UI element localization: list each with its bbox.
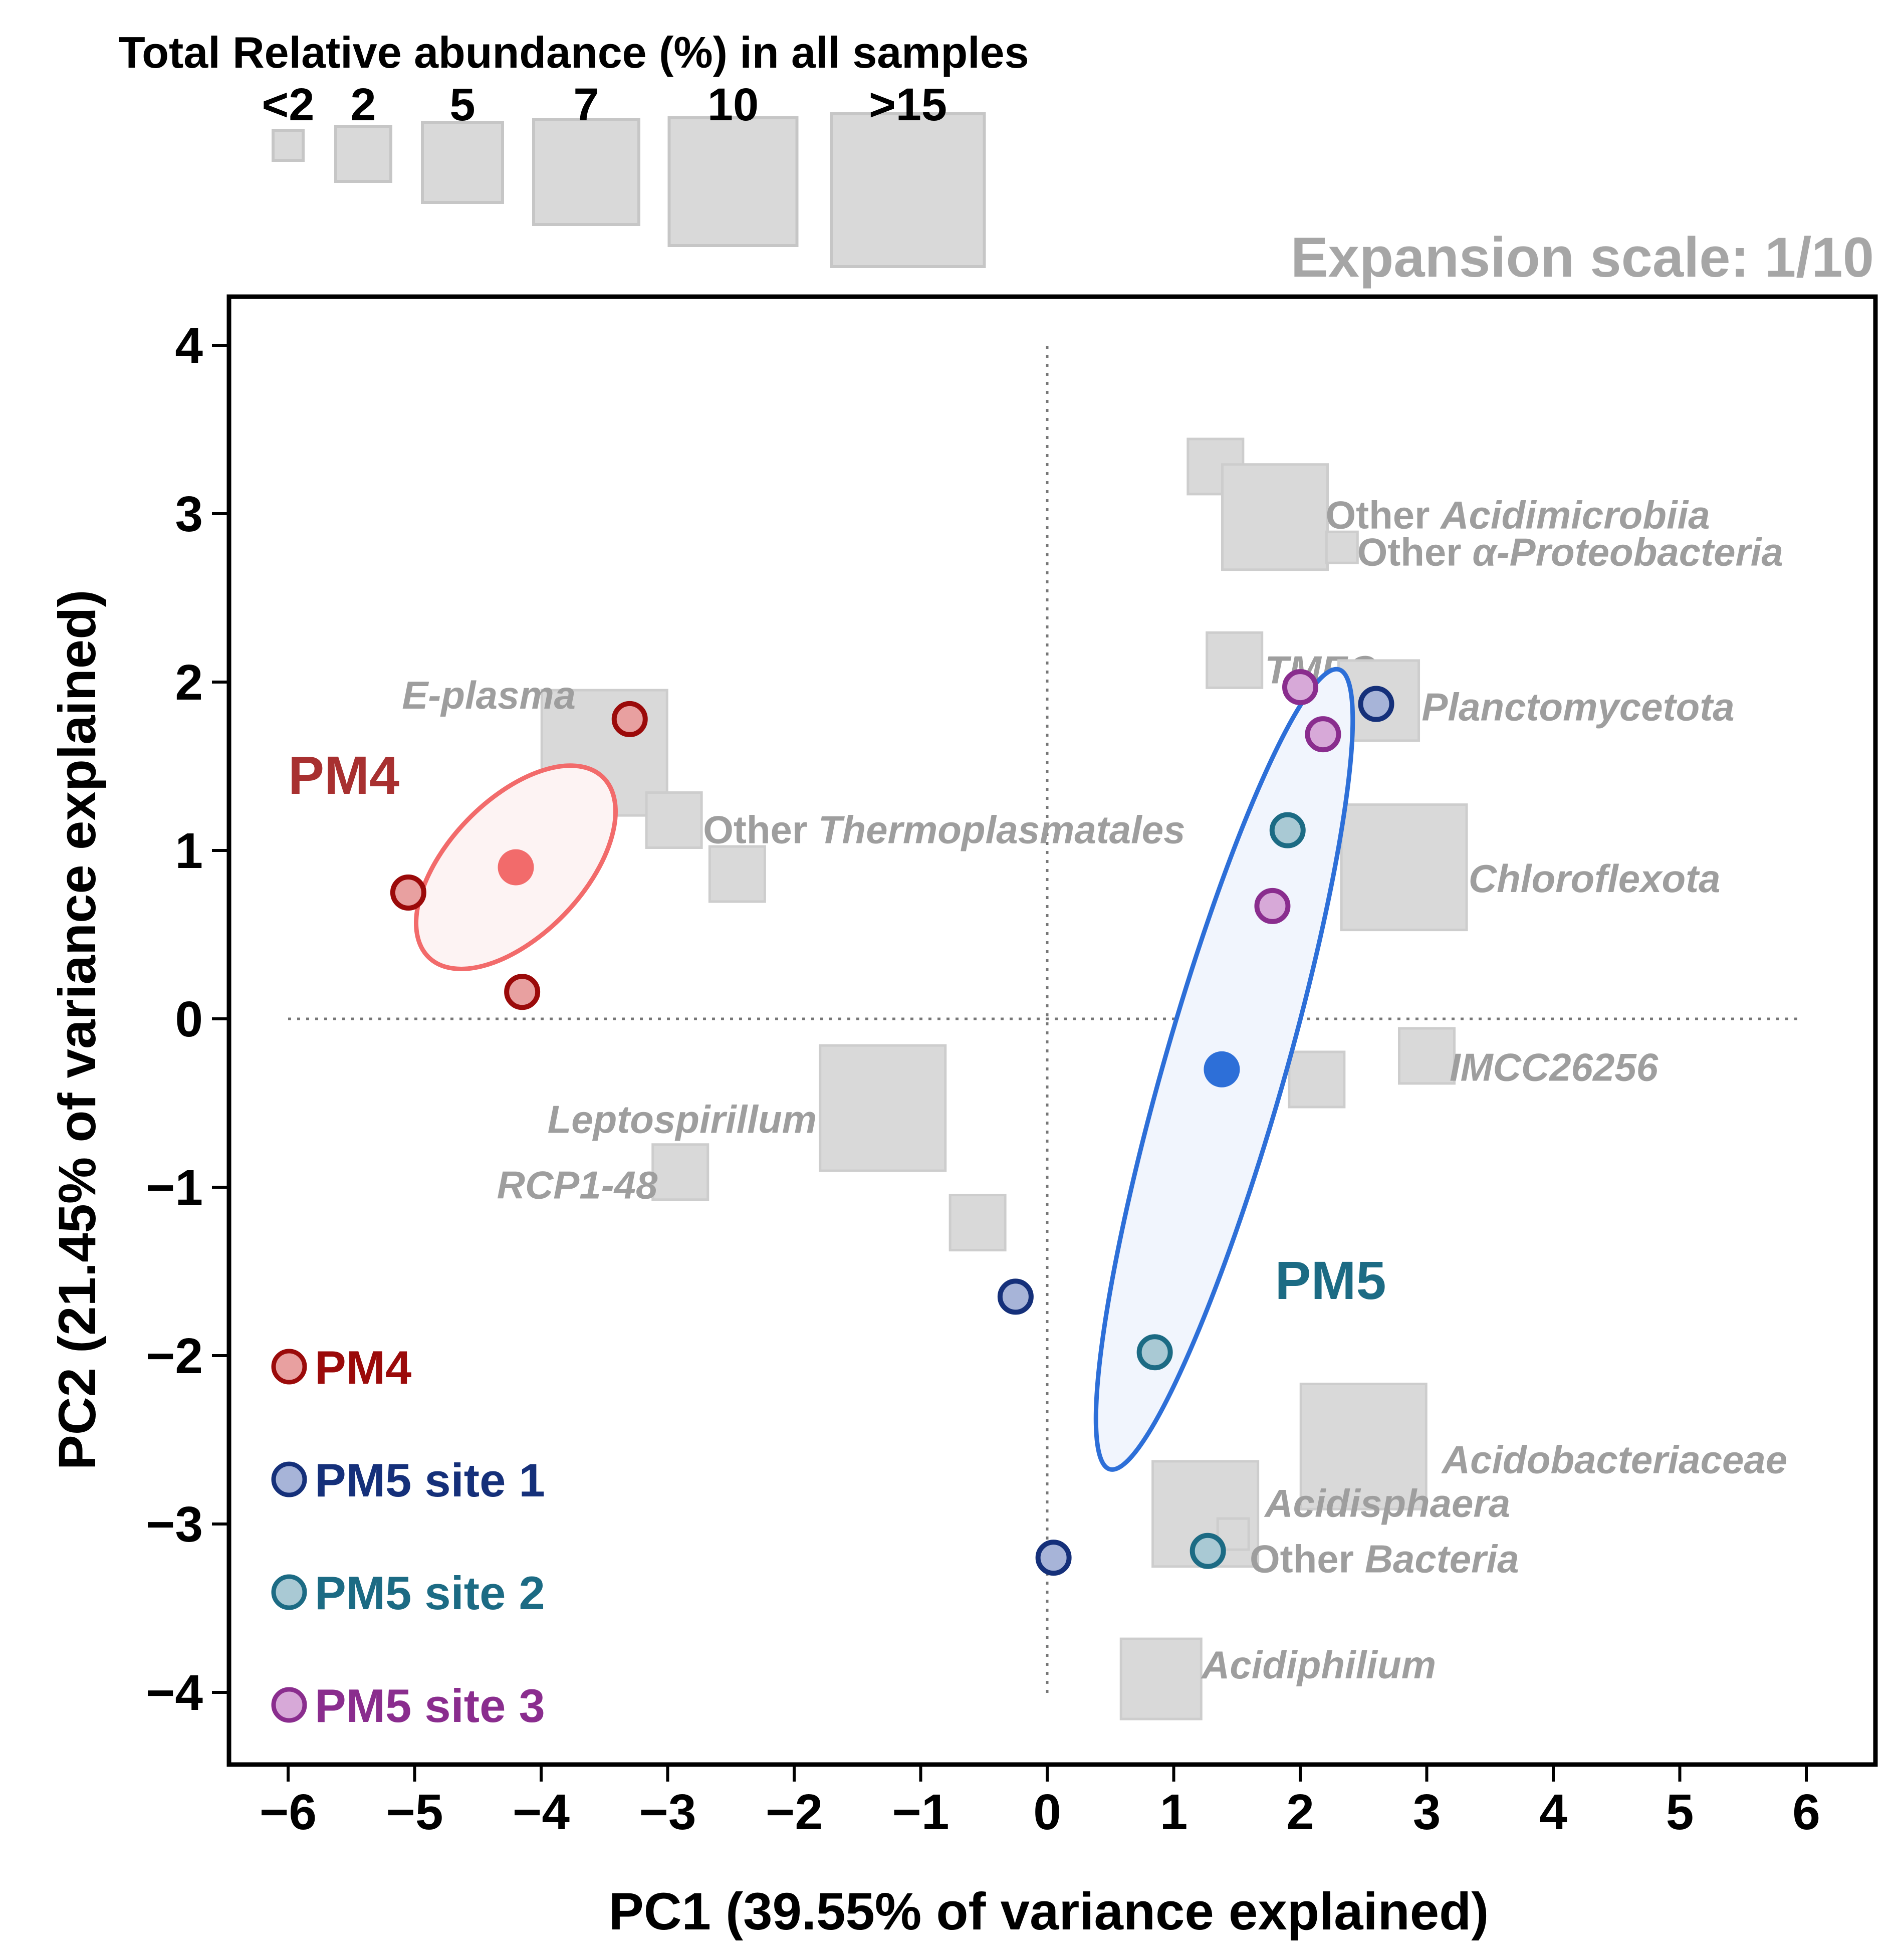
y-axis-label: PC2 (21.45% of variance explained) bbox=[48, 590, 107, 1470]
taxon-label: IMCC26256 bbox=[1450, 1045, 1658, 1089]
sample-point bbox=[1190, 1533, 1226, 1569]
taxon-label: Other Bacteria bbox=[1250, 1537, 1519, 1581]
y-tick-label: −3 bbox=[146, 1496, 203, 1553]
taxon-label: Leptospirillum bbox=[548, 1098, 817, 1142]
x-tick-label: 1 bbox=[1160, 1784, 1188, 1840]
taxon-box bbox=[819, 1044, 947, 1172]
taxon-label: Planctomycetota bbox=[1421, 685, 1734, 729]
x-tick-label: −2 bbox=[766, 1784, 823, 1840]
confidence-ellipses: PM4 PM5 bbox=[288, 667, 1386, 1472]
x-tick-label: 3 bbox=[1413, 1784, 1441, 1840]
x-tick-label: −3 bbox=[639, 1784, 696, 1840]
pm5-group-label: PM5 bbox=[1275, 1250, 1386, 1311]
taxa-boxes: E-plasma Other Thermoplasmatales Leptospir… bbox=[402, 438, 1787, 1720]
y-tick-label: 0 bbox=[175, 991, 203, 1047]
taxon-label: Acidiphilium bbox=[1201, 1643, 1436, 1687]
legend-marker bbox=[271, 1349, 307, 1385]
sample-point bbox=[1282, 669, 1318, 706]
size-legend-label: >15 bbox=[869, 79, 947, 130]
x-tick-label: −4 bbox=[513, 1784, 570, 1840]
legend-label: PM4 bbox=[315, 1341, 411, 1394]
taxon-box bbox=[1325, 530, 1359, 564]
taxon-label: Other Thermoplasmatales bbox=[703, 808, 1185, 852]
taxon-box bbox=[645, 791, 703, 849]
x-tick-label: 2 bbox=[1286, 1784, 1314, 1840]
taxon-label: Chloroflexota bbox=[1469, 856, 1721, 901]
legend-label: PM5 site 1 bbox=[315, 1454, 545, 1506]
size-legend-label: 10 bbox=[707, 79, 759, 130]
taxon-box bbox=[1221, 463, 1329, 571]
size-legend-box bbox=[532, 118, 640, 226]
size-legend-label: <2 bbox=[262, 79, 315, 130]
sample-point bbox=[1269, 812, 1306, 848]
x-tick-label: 4 bbox=[1539, 1784, 1567, 1840]
taxon-box bbox=[1340, 803, 1468, 932]
taxon-box bbox=[1398, 1027, 1456, 1085]
y-tick-label: 3 bbox=[175, 486, 203, 542]
sample-point bbox=[1136, 1334, 1173, 1371]
legend-label: PM5 site 3 bbox=[315, 1679, 545, 1732]
reference-lines bbox=[288, 346, 1799, 1699]
size-legend: Total Relative abundance (%) in all samp… bbox=[118, 28, 1029, 268]
legend-marker bbox=[271, 1687, 307, 1723]
taxon-box bbox=[1119, 1637, 1203, 1720]
taxon-label: Other α-Proteobacteria bbox=[1357, 530, 1783, 574]
pm4-group-label: PM4 bbox=[288, 745, 399, 805]
taxon-label: Acidobacteriaceae bbox=[1441, 1437, 1787, 1481]
taxon-box bbox=[1206, 631, 1264, 689]
sample-point bbox=[1254, 888, 1291, 924]
y-tick-label: −1 bbox=[146, 1160, 203, 1216]
plot-frame bbox=[226, 294, 1878, 1767]
sample-point bbox=[1305, 716, 1341, 753]
sample-point bbox=[390, 875, 426, 911]
size-legend-label: 7 bbox=[573, 79, 599, 130]
y-tick-label: 2 bbox=[175, 655, 203, 711]
legend-marker bbox=[271, 1461, 307, 1497]
sample-point bbox=[997, 1278, 1034, 1315]
taxon-box bbox=[1288, 1050, 1346, 1109]
size-legend-box bbox=[272, 129, 305, 162]
sample-point bbox=[1358, 686, 1394, 722]
size-legend-label: 2 bbox=[350, 79, 376, 130]
x-tick-label: 0 bbox=[1033, 1784, 1061, 1840]
expansion-scale-label: Expansion scale: 1/10 bbox=[1291, 226, 1874, 289]
size-legend-box bbox=[830, 112, 986, 268]
size-legend-title: Total Relative abundance (%) in all samp… bbox=[118, 28, 1029, 77]
series-legend: PM4 PM5 site 1 PM5 site 2 PM5 site 3 bbox=[271, 1341, 545, 1732]
taxon-box bbox=[1299, 1382, 1428, 1510]
taxon-label: RCP1-48 bbox=[497, 1163, 658, 1207]
x-tick-label: 5 bbox=[1666, 1784, 1694, 1840]
size-legend-box bbox=[421, 121, 504, 204]
pm4-centroid bbox=[498, 849, 534, 886]
taxon-label: E-plasma bbox=[402, 673, 576, 717]
taxon-box bbox=[651, 1143, 709, 1201]
legend-marker bbox=[271, 1574, 307, 1610]
taxon-box bbox=[948, 1194, 1007, 1252]
taxon-box bbox=[708, 845, 766, 903]
y-tick-label: −2 bbox=[146, 1328, 203, 1384]
taxon-label: Other Acidimicrobiia bbox=[1326, 493, 1710, 537]
x-tick-label: 6 bbox=[1792, 1784, 1820, 1840]
size-legend-label: 5 bbox=[449, 79, 475, 130]
sample-point bbox=[504, 974, 541, 1010]
x-tick-label: −6 bbox=[260, 1784, 317, 1840]
size-legend-box bbox=[667, 116, 799, 247]
taxon-label: Acidisphaera bbox=[1264, 1481, 1510, 1526]
x-axis-label: PC1 (39.55% of variance explained) bbox=[609, 1882, 1489, 1941]
y-tick-label: 4 bbox=[175, 318, 203, 374]
sample-point bbox=[1035, 1540, 1072, 1576]
pm5-centroid bbox=[1204, 1051, 1240, 1087]
legend-label: PM5 site 2 bbox=[315, 1567, 545, 1619]
y-tick-label: 1 bbox=[175, 823, 203, 879]
size-legend-box bbox=[334, 125, 392, 183]
sample-points bbox=[390, 669, 1394, 1576]
axes: −6 −5 −4 −3 −2 −1 0 1 2 3 4 5 6 4 3 2 1 0 −1 −2 −3 −4 bbox=[146, 318, 1820, 1840]
sample-point bbox=[611, 701, 648, 737]
x-tick-label: −1 bbox=[892, 1784, 949, 1840]
x-tick-label: −5 bbox=[386, 1784, 443, 1840]
y-tick-label: −4 bbox=[146, 1665, 203, 1721]
